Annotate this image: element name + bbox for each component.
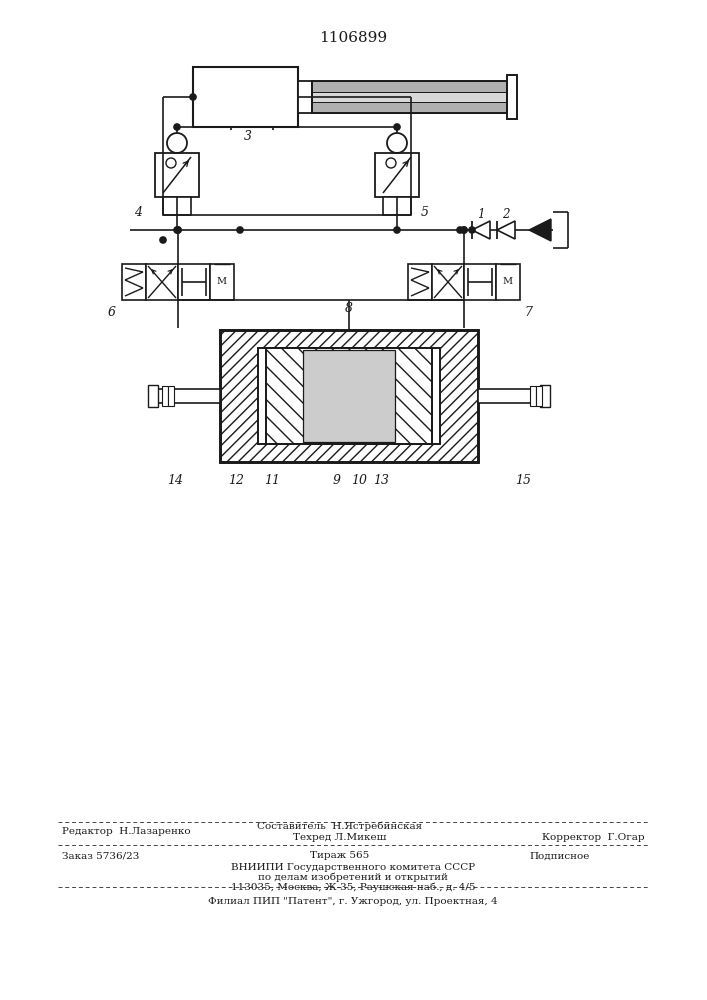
Text: Тираж 565: Тираж 565 <box>310 852 370 860</box>
Bar <box>408 264 432 300</box>
Bar <box>146 264 178 300</box>
Text: 4: 4 <box>134 206 142 219</box>
Bar <box>312 81 507 113</box>
Text: Редактор  Н.Лазаренко: Редактор Н.Лазаренко <box>62 828 191 836</box>
Text: M: M <box>503 277 513 286</box>
Text: 8: 8 <box>345 302 353 314</box>
Bar <box>464 264 496 300</box>
Circle shape <box>175 227 181 233</box>
Circle shape <box>237 227 243 233</box>
Text: 5: 5 <box>421 206 429 219</box>
Text: 1: 1 <box>477 208 485 221</box>
Circle shape <box>174 124 180 130</box>
Bar <box>496 264 520 300</box>
Text: 12: 12 <box>228 474 244 487</box>
Polygon shape <box>472 221 490 239</box>
Text: 113035, Москва, Ж-35, Раушская наб., д. 4/5: 113035, Москва, Ж-35, Раушская наб., д. … <box>230 882 475 892</box>
Bar <box>220 330 478 462</box>
Text: Подписное: Подписное <box>530 852 590 860</box>
Text: 7: 7 <box>524 306 532 318</box>
Bar <box>507 75 517 119</box>
Text: 10: 10 <box>351 474 367 487</box>
Bar <box>210 264 234 300</box>
Circle shape <box>469 227 475 233</box>
Circle shape <box>174 227 180 233</box>
Text: 1106899: 1106899 <box>319 31 387 45</box>
Bar <box>266 348 432 444</box>
Circle shape <box>166 158 176 168</box>
Bar <box>163 197 191 215</box>
Circle shape <box>461 227 467 233</box>
Text: 2: 2 <box>502 208 510 221</box>
Circle shape <box>190 94 196 100</box>
Bar <box>536 386 542 406</box>
Bar <box>193 67 298 127</box>
Text: Заказ 5736/23: Заказ 5736/23 <box>62 852 139 860</box>
Bar <box>375 153 419 197</box>
Text: ВНИИПИ Государственного комитета СССР: ВНИИПИ Государственного комитета СССР <box>231 862 475 871</box>
Bar <box>540 385 550 407</box>
Text: 13: 13 <box>373 474 389 487</box>
Circle shape <box>175 227 181 233</box>
Text: Составитель  Н.Ястребинская: Составитель Н.Ястребинская <box>257 821 423 831</box>
Bar <box>148 385 158 407</box>
Text: Техред Л.Микеш: Техред Л.Микеш <box>293 832 387 842</box>
Bar <box>168 386 174 406</box>
Bar <box>432 264 464 300</box>
Bar <box>162 386 168 406</box>
Bar <box>383 197 411 215</box>
Polygon shape <box>497 221 515 239</box>
Text: Корректор  Г.Огар: Корректор Г.Огар <box>542 832 645 842</box>
Bar <box>158 389 220 403</box>
Circle shape <box>457 227 463 233</box>
Bar <box>303 350 395 442</box>
Bar <box>266 348 432 444</box>
Bar <box>312 92 507 102</box>
Polygon shape <box>529 219 551 241</box>
Bar <box>298 81 312 113</box>
Circle shape <box>394 227 400 233</box>
Text: 6: 6 <box>108 306 116 318</box>
Bar <box>178 264 210 300</box>
Circle shape <box>394 124 400 130</box>
Text: 14: 14 <box>167 474 183 487</box>
Text: 9: 9 <box>333 474 341 487</box>
Bar <box>312 102 507 113</box>
Bar <box>220 330 478 462</box>
Bar <box>312 81 507 92</box>
Bar <box>122 264 146 300</box>
Bar <box>530 386 536 406</box>
Circle shape <box>160 237 166 243</box>
Text: Филиал ПИП "Патент", г. Ужгород, ул. Проектная, 4: Филиал ПИП "Патент", г. Ужгород, ул. Про… <box>208 898 498 906</box>
Text: 15: 15 <box>515 474 531 487</box>
Bar <box>258 348 440 444</box>
Circle shape <box>461 227 467 233</box>
Text: 3: 3 <box>244 129 252 142</box>
Text: по делам изобретений и открытий: по делам изобретений и открытий <box>258 872 448 882</box>
Text: M: M <box>217 277 227 286</box>
Bar <box>478 389 540 403</box>
Text: 11: 11 <box>264 474 280 487</box>
Bar <box>155 153 199 197</box>
Circle shape <box>386 158 396 168</box>
